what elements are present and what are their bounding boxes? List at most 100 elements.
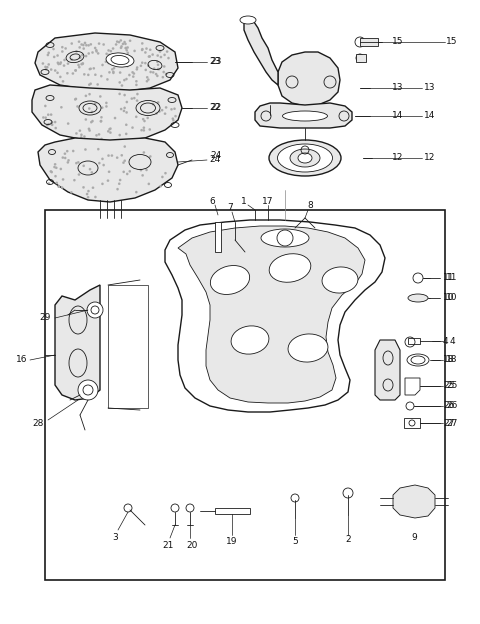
Circle shape [98,162,100,164]
Circle shape [93,67,95,69]
Ellipse shape [240,16,256,24]
Circle shape [88,93,91,95]
Circle shape [120,108,122,110]
Circle shape [152,103,154,105]
Circle shape [108,49,110,52]
Bar [360,38,378,46]
Circle shape [123,145,126,148]
Text: 26: 26 [443,401,455,411]
Circle shape [141,62,144,64]
Circle shape [116,41,119,43]
Circle shape [78,173,80,176]
Circle shape [120,154,123,157]
Circle shape [132,71,134,74]
Circle shape [119,134,121,136]
Circle shape [124,42,127,45]
Circle shape [50,114,52,116]
Circle shape [67,159,70,162]
Circle shape [166,51,168,53]
Polygon shape [35,33,178,92]
Circle shape [158,68,160,71]
Text: 11: 11 [443,273,455,283]
Circle shape [84,95,87,97]
Text: 10: 10 [443,293,455,303]
Circle shape [107,180,109,182]
Circle shape [44,66,47,68]
Circle shape [97,148,99,150]
Circle shape [109,132,112,134]
Circle shape [60,106,62,109]
Ellipse shape [277,144,333,172]
Circle shape [147,64,149,67]
Text: 18: 18 [443,356,455,364]
Circle shape [144,51,146,54]
Ellipse shape [411,356,425,364]
Text: 13: 13 [424,84,436,92]
Circle shape [157,64,159,66]
Text: 19: 19 [226,537,238,547]
Circle shape [74,69,77,72]
Circle shape [132,76,134,78]
Circle shape [141,42,144,44]
Circle shape [61,51,63,52]
Circle shape [89,82,92,85]
Circle shape [131,57,133,59]
Text: 10: 10 [446,293,458,303]
Circle shape [159,50,161,52]
Circle shape [87,190,90,192]
Circle shape [88,107,90,110]
Circle shape [75,98,77,100]
Ellipse shape [269,254,311,282]
Circle shape [61,157,64,158]
Circle shape [72,150,74,152]
Circle shape [98,42,100,45]
Text: 25: 25 [443,381,455,391]
Circle shape [75,50,78,52]
Polygon shape [255,103,352,128]
Circle shape [113,67,115,69]
Circle shape [83,165,85,167]
Text: 25: 25 [446,381,458,391]
Circle shape [164,112,166,115]
Circle shape [108,71,111,74]
Circle shape [55,167,58,169]
Circle shape [79,56,81,58]
Circle shape [126,49,128,52]
Circle shape [106,52,108,55]
Circle shape [165,73,168,75]
Circle shape [125,47,127,49]
Circle shape [109,59,111,61]
Circle shape [109,127,112,130]
Circle shape [159,185,162,187]
Circle shape [89,168,91,170]
Circle shape [107,130,109,132]
Circle shape [108,154,110,157]
Circle shape [105,105,108,107]
Circle shape [102,164,105,166]
Circle shape [164,172,167,174]
Circle shape [128,74,131,76]
Circle shape [172,117,174,120]
Text: 21: 21 [162,542,174,550]
Circle shape [91,51,94,54]
Circle shape [48,52,50,54]
Bar [408,338,420,344]
Circle shape [61,187,63,189]
Circle shape [56,72,59,74]
Circle shape [79,57,82,59]
Circle shape [129,170,131,172]
Circle shape [131,97,133,100]
Circle shape [67,62,69,65]
Circle shape [50,69,52,71]
Circle shape [58,185,60,188]
Circle shape [111,68,113,71]
Bar [215,508,250,514]
Text: 29: 29 [39,313,51,323]
Circle shape [84,149,87,151]
Circle shape [174,115,177,117]
Circle shape [56,182,58,184]
Circle shape [80,63,83,66]
Circle shape [62,178,64,180]
Circle shape [64,157,66,159]
Polygon shape [244,18,278,85]
